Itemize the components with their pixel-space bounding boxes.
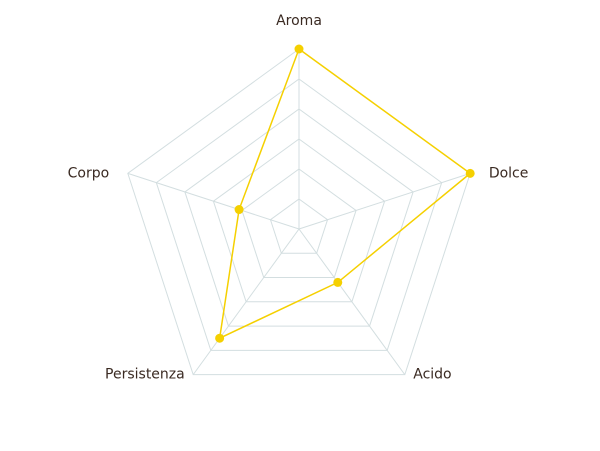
grid-ring	[184, 108, 414, 327]
data-point	[294, 44, 304, 54]
axis-label: Corpo	[68, 165, 110, 181]
axis-spoke	[192, 228, 300, 375]
data-point	[465, 168, 475, 178]
grid-ring	[212, 138, 386, 303]
axis-spoke	[298, 228, 406, 375]
axis-spoke	[298, 172, 471, 230]
axis-label: Acido	[413, 367, 451, 383]
axis-spoke	[127, 172, 300, 230]
axis-label: Aroma	[276, 13, 322, 29]
axis-label: Persistenza	[105, 367, 185, 383]
grid-ring	[155, 78, 443, 351]
data-point	[234, 205, 244, 215]
axis-label: Dolce	[489, 165, 529, 181]
data-point	[333, 277, 343, 287]
grid-ring	[241, 168, 357, 279]
data-point	[215, 333, 225, 343]
grid-ring	[269, 198, 329, 254]
series-line	[218, 47, 472, 340]
